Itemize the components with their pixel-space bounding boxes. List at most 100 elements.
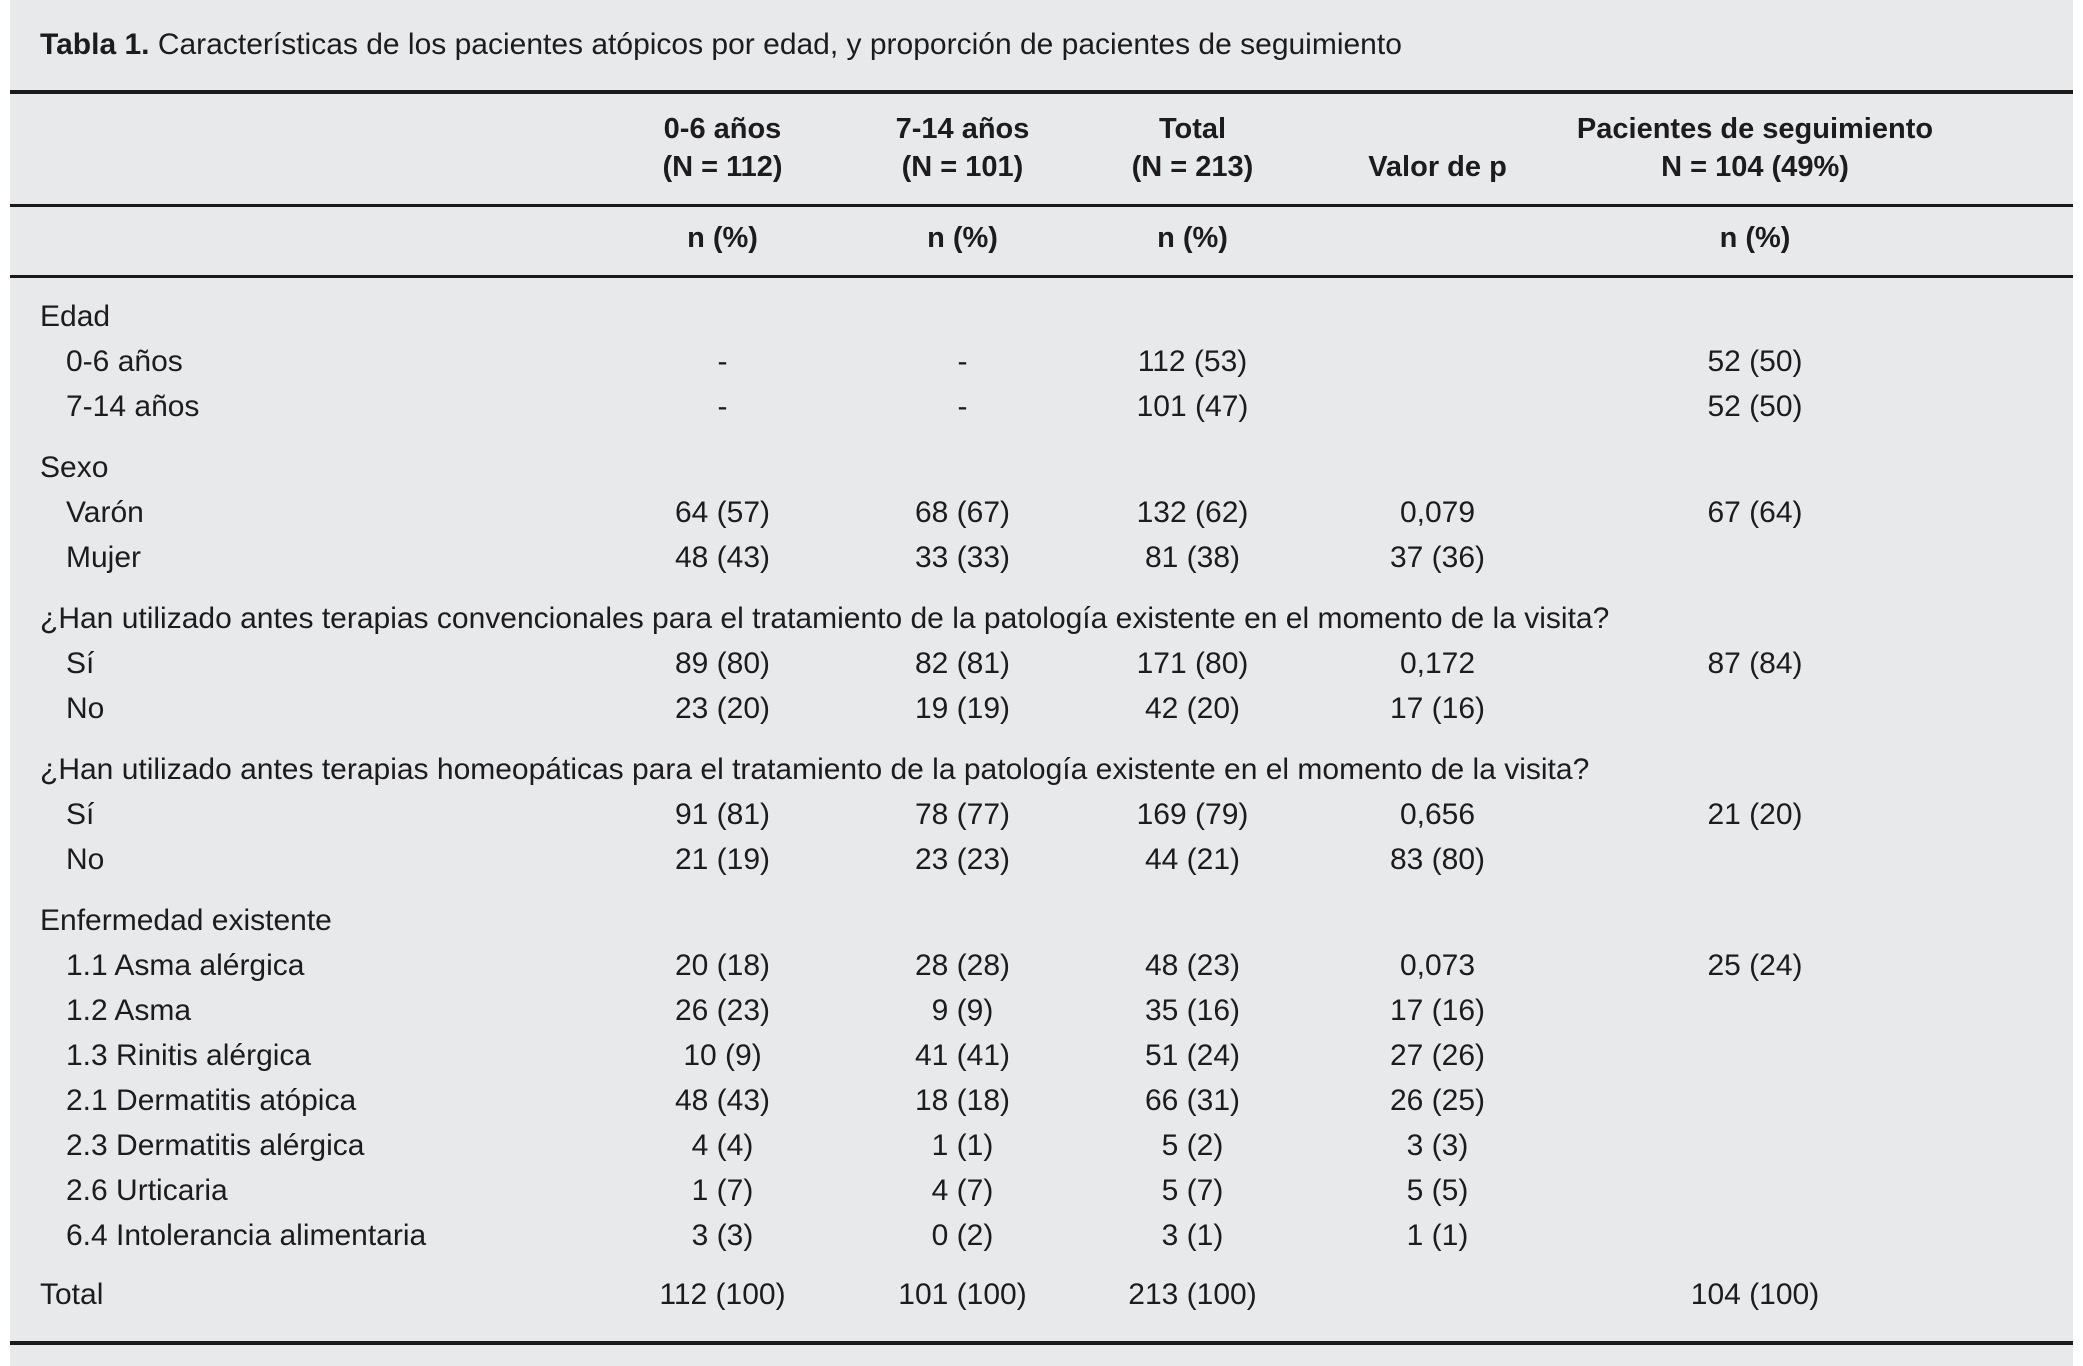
row-label: 0-6 años: [66, 345, 183, 378]
cell: -: [717, 345, 728, 378]
cell: 51 (24): [1144, 1039, 1241, 1072]
cell: 3 (1): [1161, 1219, 1224, 1252]
cell: 0,172: [1399, 647, 1476, 680]
cell: 0,073: [1399, 949, 1476, 982]
cell: 78 (77): [914, 798, 1011, 831]
cell: [1310, 1258, 1565, 1343]
question-label: ¿Han utilizado antes terapias homeopátic…: [40, 753, 1590, 786]
unit-col-pvalue: [1310, 205, 1565, 278]
cell: -: [717, 390, 728, 423]
question-row-homeopaticas: ¿Han utilizado antes terapias homeopátic…: [10, 731, 2073, 792]
cell: 213 (100): [1128, 1278, 1257, 1311]
cell: 35 (16): [1144, 994, 1241, 1027]
table-row: 2.6 Urticaria 1 (7) 4 (7) 5 (7) 5 (5): [10, 1168, 2073, 1213]
cell: 5 (5): [1406, 1174, 1469, 1207]
unit-col-seguimiento: n (%): [1565, 205, 1945, 278]
row-label: 2.3 Dermatitis alérgica: [66, 1129, 365, 1162]
table-row: Varón 64 (57) 68 (67) 132 (62) 0,079 67 …: [10, 490, 2073, 535]
cell: 27 (26): [1389, 1039, 1486, 1072]
cell: 68 (67): [914, 496, 1011, 529]
cell: [1565, 1123, 1945, 1168]
cell: 18 (18): [914, 1084, 1011, 1117]
cell: 25 (24): [1707, 949, 1803, 982]
cell: 20 (18): [674, 949, 771, 982]
section-row-sexo: Sexo: [10, 429, 2073, 490]
cell: [1565, 1213, 1945, 1258]
cell: 112 (53): [1137, 345, 1248, 378]
cell: [1565, 1168, 1945, 1213]
header-col-total: Total (N = 213): [1075, 92, 1310, 207]
unit-col-0-6: n (%): [595, 205, 850, 278]
table-row: 1.3 Rinitis alérgica 10 (9) 41 (41) 51 (…: [10, 1033, 2073, 1078]
header-col-pvalue: Valor de p: [1310, 92, 1565, 207]
table-row: No 21 (19) 23 (23) 44 (21) 83 (80): [10, 837, 2073, 882]
cell: 48 (43): [674, 1084, 771, 1117]
cell: 21 (19): [674, 843, 771, 876]
column-header-row: 0-6 años (N = 112) 7-14 años (N = 101) T…: [10, 92, 2073, 207]
row-label: 1.3 Rinitis alérgica: [66, 1039, 312, 1072]
table-row: 1.2 Asma 26 (23) 9 (9) 35 (16) 17 (16): [10, 988, 2073, 1033]
cell: 4 (4): [691, 1129, 754, 1162]
table-row: 1.1 Asma alérgica 20 (18) 28 (28) 48 (23…: [10, 943, 2073, 988]
cell: 52 (50): [1707, 345, 1803, 378]
cell: 21 (20): [1707, 798, 1803, 831]
cell: 17 (16): [1389, 994, 1486, 1027]
row-label: 2.1 Dermatitis atópica: [66, 1084, 357, 1117]
question-row-convencionales: ¿Han utilizado antes terapias convencion…: [10, 580, 2073, 641]
cell: 64 (57): [674, 496, 771, 529]
section-row-edad: Edad: [10, 277, 2073, 340]
cell: 5 (2): [1161, 1129, 1224, 1162]
row-label: Sí: [66, 798, 95, 831]
table-caption: Características de los pacientes atópico…: [157, 28, 1402, 61]
row-label: No: [66, 843, 105, 876]
cell: 5 (7): [1161, 1174, 1224, 1207]
cell: 101 (47): [1136, 390, 1249, 423]
cell: 52 (50): [1707, 390, 1803, 423]
cell: 10 (9): [683, 1039, 762, 1072]
cell: 91 (81): [674, 798, 771, 831]
cell: 42 (20): [1144, 692, 1241, 725]
cell: [1565, 1033, 1945, 1078]
cell: 89 (80): [674, 647, 771, 680]
total-row: Total 112 (100) 101 (100) 213 (100) 104 …: [10, 1258, 2073, 1343]
cell: [1565, 686, 1945, 731]
row-label: 1.2 Asma: [66, 994, 192, 1027]
header-empty: [10, 92, 595, 207]
cell: [1565, 837, 1945, 882]
cell: 48 (23): [1144, 949, 1241, 982]
header-col-7-14: 7-14 años (N = 101): [850, 92, 1075, 207]
unit-spacer: [1945, 205, 2073, 278]
cell: 87 (84): [1707, 647, 1803, 680]
cell: 23 (23): [914, 843, 1011, 876]
row-label: 2.6 Urticaria: [66, 1174, 228, 1207]
unit-header-row: n (%) n (%) n (%) n (%): [10, 205, 2073, 278]
cell: 17 (16): [1389, 692, 1486, 725]
table-row: 2.1 Dermatitis atópica 48 (43) 18 (18) 6…: [10, 1078, 2073, 1123]
row-label: 6.4 Intolerancia alimentaria: [66, 1219, 427, 1252]
row-label: 7-14 años: [66, 390, 200, 423]
cell: 104 (100): [1690, 1278, 1820, 1311]
header-spacer: [1945, 92, 2073, 207]
cell: [1565, 1078, 1945, 1123]
table-row: 2.3 Dermatitis alérgica 4 (4) 1 (1) 5 (2…: [10, 1123, 2073, 1168]
cell: 4 (7): [931, 1174, 994, 1207]
cell: 112 (100): [659, 1278, 786, 1311]
cell: 41 (41): [914, 1039, 1011, 1072]
row-label: Mujer: [66, 541, 142, 574]
cell: 9 (9): [931, 994, 994, 1027]
table-row: 7-14 años - - 101 (47) 52 (50): [10, 384, 2073, 429]
cell: 82 (81): [914, 647, 1011, 680]
row-label: Total: [40, 1278, 104, 1311]
cell: [1565, 988, 1945, 1033]
cell: 67 (64): [1707, 496, 1803, 529]
unit-empty: [10, 205, 595, 278]
cell: 28 (28): [914, 949, 1011, 982]
cell: 1 (1): [1406, 1219, 1469, 1252]
table-panel: Tabla 1. Características de los paciente…: [10, 0, 2073, 1366]
cell: 101 (100): [898, 1278, 1027, 1311]
table-row: Sí 89 (80) 82 (81) 171 (80) 0,172 87 (84…: [10, 641, 2073, 686]
unit-col-7-14: n (%): [850, 205, 1075, 278]
cell: 23 (20): [674, 692, 771, 725]
row-label: No: [66, 692, 105, 725]
header-col-seguimiento: Pacientes de seguimiento N = 104 (49%): [1565, 92, 1945, 207]
